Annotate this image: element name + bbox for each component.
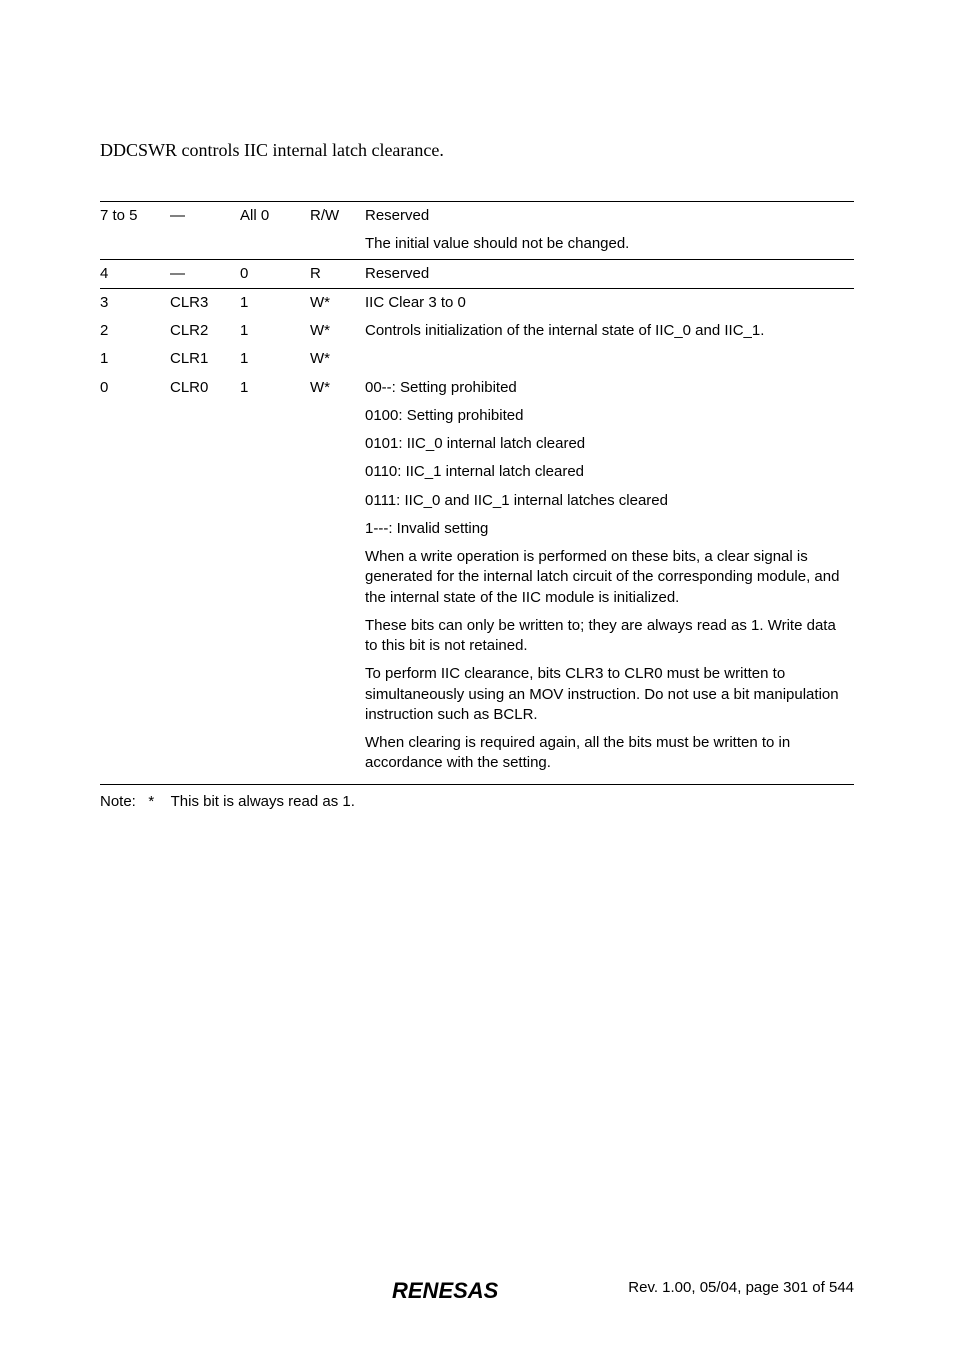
cell-init: 1 [240, 345, 310, 373]
cell-rw: W* [310, 374, 365, 402]
cell-desc: Reserved [365, 259, 854, 288]
table-row: When clearing is required again, all the… [100, 729, 854, 778]
cell-desc: 0100: Setting prohibited [365, 402, 854, 430]
cell-desc: Reserved [365, 202, 854, 231]
cell-name: — [170, 259, 240, 288]
logo-wrap: RENESAS [0, 1276, 954, 1311]
cell-rw: R [310, 259, 365, 288]
note-mark: * [148, 793, 154, 810]
cell-rw: W* [310, 345, 365, 373]
table-row: When a write operation is performed on t… [100, 543, 854, 612]
cell-name: CLR3 [170, 288, 240, 317]
cell-init: 1 [240, 317, 310, 345]
cell-desc: To perform IIC clearance, bits CLR3 to C… [365, 660, 854, 729]
cell-desc: IIC Clear 3 to 0 [365, 288, 854, 317]
table-row: 3 CLR3 1 W* IIC Clear 3 to 0 [100, 288, 854, 317]
table-row: 7 to 5 — All 0 R/W Reserved [100, 202, 854, 231]
table-row: 4 — 0 R Reserved [100, 259, 854, 288]
cell-name: CLR1 [170, 345, 240, 373]
cell-bit: 2 [100, 317, 170, 345]
table-row: To perform IIC clearance, bits CLR3 to C… [100, 660, 854, 729]
table-row: 0 CLR0 1 W* 00--: Setting prohibited [100, 374, 854, 402]
cell-init: 0 [240, 259, 310, 288]
cell-bit: 3 [100, 288, 170, 317]
cell-bit: 0 [100, 374, 170, 402]
note-text: This bit is always read as 1. [171, 793, 355, 810]
cell-desc: Controls initialization of the internal … [365, 317, 854, 374]
table-row: 0111: IIC_0 and IIC_1 internal latches c… [100, 487, 854, 515]
table-row: 0110: IIC_1 internal latch cleared [100, 458, 854, 486]
register-table: 7 to 5 — All 0 R/W Reserved The initial … [100, 201, 854, 778]
table-row: 2 CLR2 1 W* Controls initialization of t… [100, 317, 854, 345]
cell-desc: When clearing is required again, all the… [365, 729, 854, 778]
cell-name: — [170, 202, 240, 231]
cell-desc: The initial value should not be changed. [365, 230, 854, 259]
table-row: 1---: Invalid setting [100, 515, 854, 543]
cell-init: 1 [240, 374, 310, 402]
cell-rw: W* [310, 317, 365, 345]
cell-init: 1 [240, 288, 310, 317]
cell-desc: 0111: IIC_0 and IIC_1 internal latches c… [365, 487, 854, 515]
cell-desc: 0101: IIC_0 internal latch cleared [365, 430, 854, 458]
cell-desc: 1---: Invalid setting [365, 515, 854, 543]
cell-name: CLR2 [170, 317, 240, 345]
cell-name: CLR0 [170, 374, 240, 402]
svg-text:RENESAS: RENESAS [392, 1278, 499, 1303]
cell-rw: W* [310, 288, 365, 317]
intro-text: DDCSWR controls IIC internal latch clear… [100, 140, 854, 161]
renesas-logo-icon: RENESAS [392, 1276, 562, 1311]
note-label: Note: [100, 793, 136, 810]
cell-desc: When a write operation is performed on t… [365, 543, 854, 612]
cell-desc: 00--: Setting prohibited [365, 374, 854, 402]
cell-rw: R/W [310, 202, 365, 231]
note: Note: * This bit is always read as 1. [100, 784, 854, 810]
cell-bit: 4 [100, 259, 170, 288]
cell-init: All 0 [240, 202, 310, 231]
table-row: 0100: Setting prohibited [100, 402, 854, 430]
table-row: The initial value should not be changed. [100, 230, 854, 259]
cell-desc: 0110: IIC_1 internal latch cleared [365, 458, 854, 486]
cell-bit: 7 to 5 [100, 202, 170, 231]
table-row: 0101: IIC_0 internal latch cleared [100, 430, 854, 458]
table-row: These bits can only be written to; they … [100, 612, 854, 661]
cell-bit: 1 [100, 345, 170, 373]
cell-desc: These bits can only be written to; they … [365, 612, 854, 661]
